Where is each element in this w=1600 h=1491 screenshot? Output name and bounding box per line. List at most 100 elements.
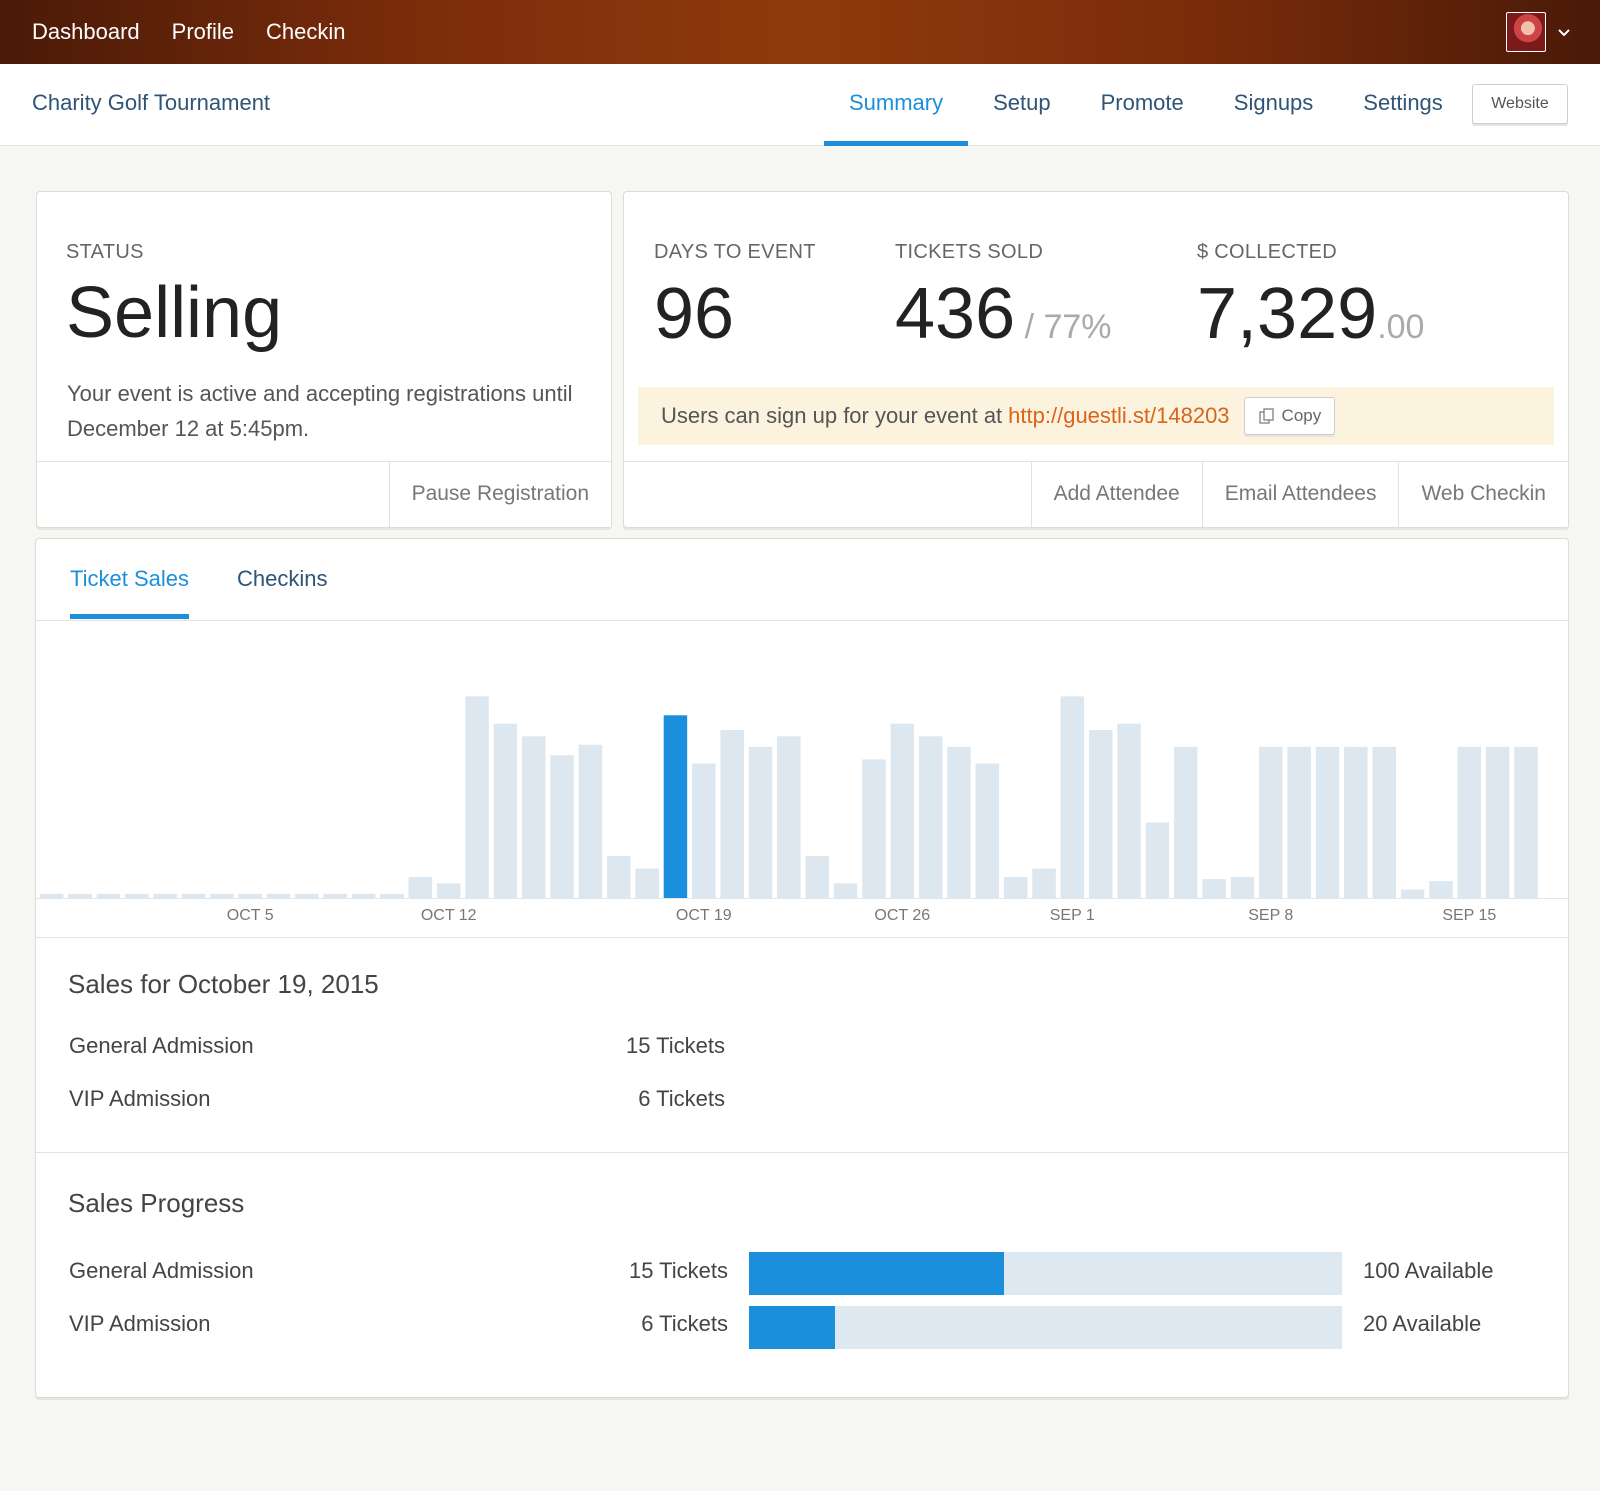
chart-bar[interactable]	[947, 746, 971, 898]
chart-bar[interactable]	[1003, 877, 1028, 898]
nav-checkin[interactable]: Checkin	[266, 19, 346, 44]
chart-bar[interactable]	[266, 893, 291, 898]
chart-tick-label: SEP 8	[1248, 907, 1293, 924]
chart-bar[interactable]	[720, 730, 744, 898]
chart-bar[interactable]	[607, 856, 631, 898]
chart-bar[interactable]	[323, 893, 348, 898]
tab-ticket-sales[interactable]: Ticket Sales	[70, 539, 190, 619]
chart-bar[interactable]	[1400, 889, 1425, 898]
tab-signups[interactable]: Signups	[1233, 90, 1314, 115]
user-avatar[interactable]	[1506, 12, 1546, 52]
chart-bar[interactable]	[1089, 730, 1113, 898]
chart-bar[interactable]	[1259, 746, 1283, 898]
status-card-footer: Pause Registration	[37, 461, 611, 527]
chart-bar[interactable]	[380, 893, 404, 898]
chart-bar[interactable]	[436, 883, 461, 898]
pause-registration-button[interactable]: Pause Registration	[388, 462, 611, 527]
tab-setup[interactable]: Setup	[993, 90, 1051, 115]
tab-checkins[interactable]: Checkins	[237, 566, 328, 591]
chart-bar[interactable]	[1315, 746, 1340, 898]
sales-day-row-label: VIP Admission	[69, 1086, 211, 1111]
ticket-sales-chart: OCT 5 OCT 12 OCT 19 OCT 26 SEP 1 SEP 8 SEP 15	[36, 621, 1568, 937]
copy-icon	[1258, 408, 1274, 424]
chart-bar[interactable]	[1429, 881, 1453, 898]
chart-tick-label: OCT 19	[676, 907, 732, 924]
chart-bar[interactable]	[40, 893, 64, 898]
chart-bar[interactable]	[465, 696, 489, 898]
banner-text-prefix: Users can sign up for your event at	[661, 403, 1003, 428]
sales-progress-title: Sales Progress	[68, 1188, 245, 1218]
days-to-event-value: 96	[654, 274, 735, 354]
progress-bar-fill	[749, 1252, 1004, 1295]
chart-bar[interactable]	[975, 763, 1000, 898]
chart-bar[interactable]	[210, 893, 234, 898]
panel-tabs: Ticket Sales Checkins	[36, 539, 1568, 621]
progress-row-value: 15 Tickets	[628, 1258, 728, 1283]
chart-bar[interactable]	[1060, 696, 1085, 898]
chart-bar[interactable]	[1372, 746, 1397, 898]
chart-bar[interactable]	[1514, 746, 1538, 898]
progress-bar	[749, 1252, 1342, 1295]
chart-bar[interactable]	[1344, 746, 1368, 898]
chart-bar[interactable]	[890, 723, 915, 898]
collected-value: 7,329	[1197, 274, 1378, 354]
chart-bar[interactable]	[862, 759, 886, 898]
chart-bar[interactable]	[1117, 723, 1141, 898]
chart-bar[interactable]	[692, 763, 716, 898]
chart-bar[interactable]	[493, 723, 518, 898]
email-attendees-button[interactable]: Email Attendees	[1201, 462, 1399, 527]
chart-bar[interactable]	[1202, 879, 1226, 898]
chart-bar[interactable]	[295, 893, 319, 898]
chart-bar[interactable]	[1287, 746, 1311, 898]
chart-bar[interactable]	[351, 893, 376, 898]
tab-promote[interactable]: Promote	[1100, 90, 1184, 115]
nav-dashboard[interactable]: Dashboard	[32, 19, 140, 44]
chart-bar[interactable]	[68, 893, 92, 898]
add-attendee-button[interactable]: Add Attendee	[1030, 462, 1202, 527]
chart-bar[interactable]	[153, 893, 177, 898]
chart-bar[interactable]	[550, 755, 574, 898]
event-title[interactable]: Charity Golf Tournament	[32, 90, 271, 115]
days-to-event-stat: DAYS TO EVENT 96	[654, 241, 816, 354]
chart-bar[interactable]	[181, 893, 206, 898]
tab-settings[interactable]: Settings	[1363, 90, 1443, 115]
chart-bar[interactable]	[1032, 868, 1056, 898]
chart-bar[interactable]	[1485, 746, 1510, 898]
chart-bar[interactable]	[1230, 877, 1255, 898]
chart-bar-selected[interactable]	[663, 715, 688, 898]
chart-bar[interactable]	[522, 736, 546, 898]
chart-bar[interactable]	[833, 883, 858, 898]
chart-bar[interactable]	[1174, 746, 1198, 898]
website-button[interactable]: Website	[1472, 84, 1568, 124]
signup-url-banner: Users can sign up for your event at http:…	[638, 387, 1554, 445]
chart-tick-label: OCT 26	[874, 907, 930, 924]
chart-bar[interactable]	[1145, 822, 1170, 898]
event-header: Charity Golf Tournament Summary Setup Pr…	[0, 64, 1600, 146]
web-checkin-button[interactable]: Web Checkin	[1398, 462, 1568, 527]
chevron-down-icon[interactable]	[1556, 24, 1572, 40]
chart-bar[interactable]	[408, 877, 433, 898]
chart-bar[interactable]	[635, 868, 659, 898]
chart-bar[interactable]	[805, 856, 830, 898]
chart-bar[interactable]	[1457, 746, 1482, 898]
chart-bar[interactable]	[777, 736, 801, 898]
tickets-sold-stat: TICKETS SOLD 436 / 77%	[895, 241, 1112, 367]
nav-profile[interactable]: Profile	[171, 19, 234, 44]
tab-summary[interactable]: Summary	[824, 64, 969, 146]
collected-label: $ COLLECTED	[1197, 241, 1338, 263]
copy-button[interactable]: Copy	[1243, 397, 1336, 435]
top-nav: Dashboard Profile Checkin	[32, 19, 377, 45]
chart-bar[interactable]	[238, 893, 263, 898]
chart-bar[interactable]	[918, 736, 943, 898]
progress-row-label: General Admission	[69, 1258, 254, 1283]
chart-tick-label: SEP 15	[1442, 907, 1496, 924]
top-bar: Dashboard Profile Checkin	[0, 0, 1600, 64]
chart-bar[interactable]	[96, 893, 121, 898]
chart-bar[interactable]	[578, 744, 603, 898]
chart-bar[interactable]	[748, 746, 773, 898]
stats-card-footer: Add Attendee Email Attendees Web Checkin	[624, 461, 1568, 527]
section-divider	[36, 1152, 1568, 1153]
chart-bar[interactable]	[125, 893, 149, 898]
user-menu[interactable]	[1506, 12, 1572, 52]
signup-url-link[interactable]: http://guestli.st/148203	[1008, 403, 1230, 428]
